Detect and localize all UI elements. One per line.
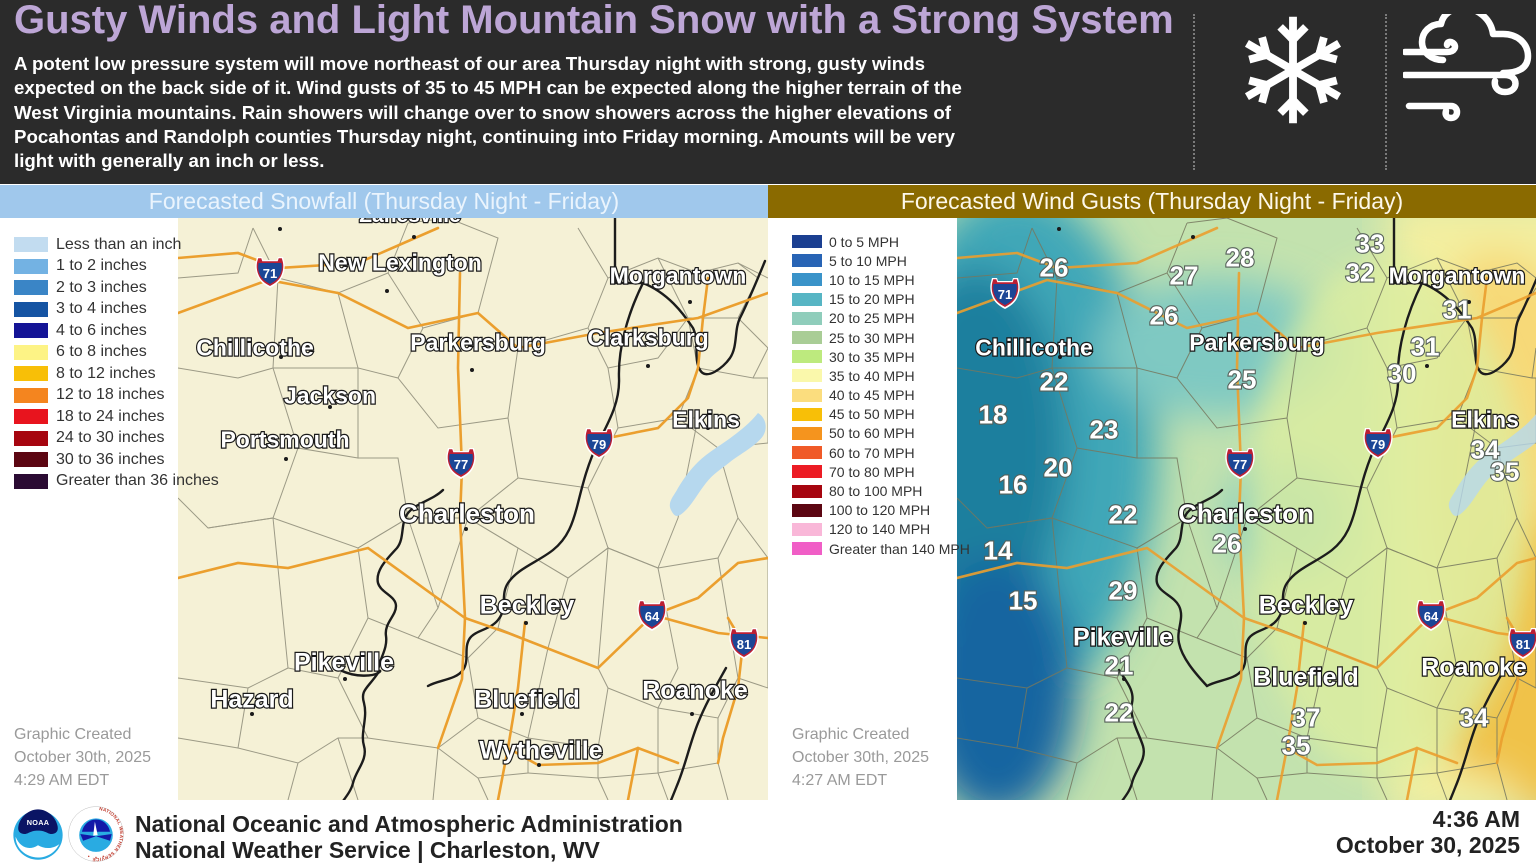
svg-text:81: 81 — [1516, 637, 1530, 652]
svg-text:79: 79 — [592, 437, 606, 452]
svg-text:71: 71 — [263, 266, 277, 281]
svg-text:71: 71 — [998, 287, 1012, 302]
svg-text:81: 81 — [737, 637, 751, 652]
svg-text:64: 64 — [645, 609, 660, 624]
svg-text:77: 77 — [1233, 457, 1247, 472]
svg-text:77: 77 — [454, 457, 468, 472]
svg-text:64: 64 — [1424, 609, 1439, 624]
svg-text:79: 79 — [1371, 437, 1385, 452]
svg-text:NOAA: NOAA — [27, 818, 50, 827]
